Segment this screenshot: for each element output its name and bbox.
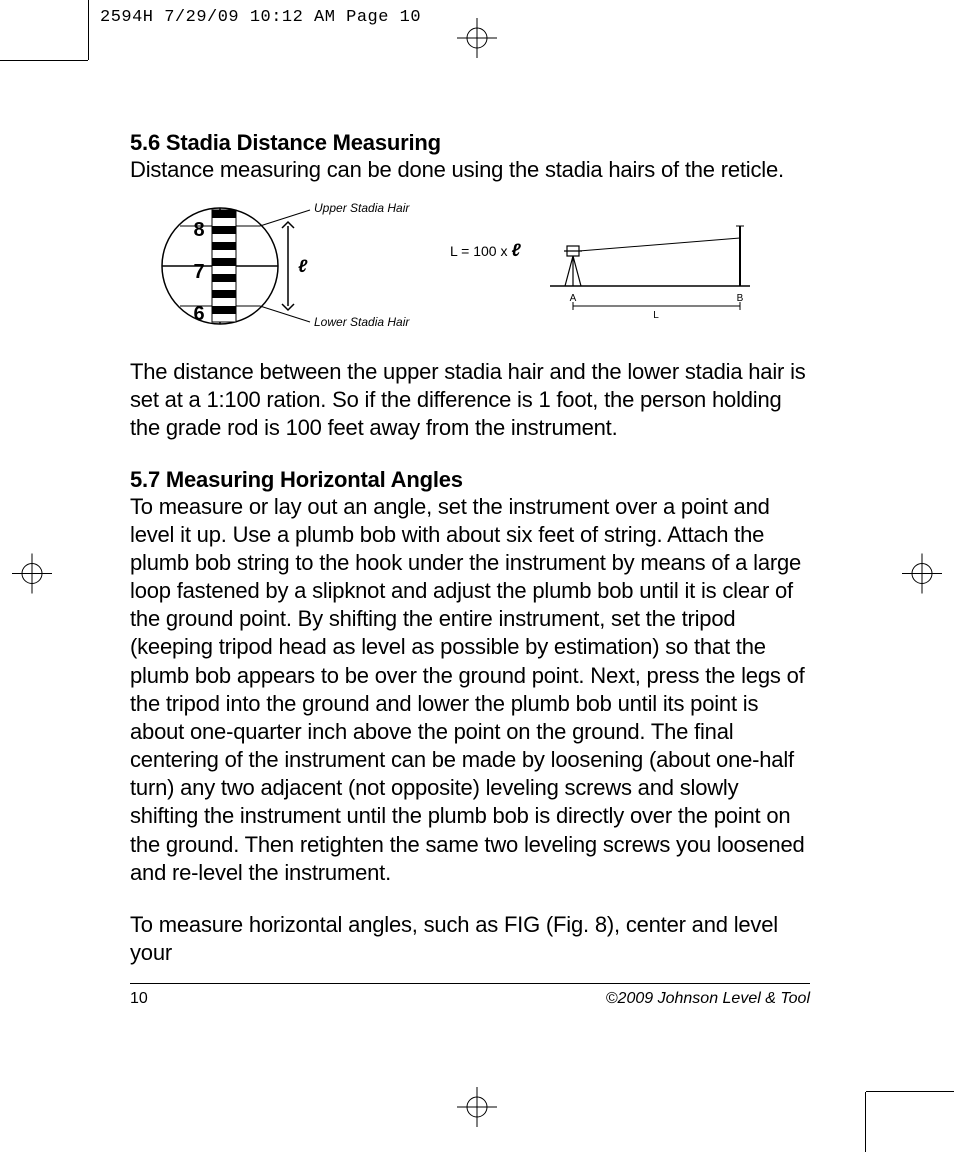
registration-mark-right-icon (902, 554, 942, 599)
reticle-figure-icon: 8 7 6 Upper Stadia Hair Lower Stadia Hai… (160, 196, 420, 336)
crop-mark-br-h (866, 1091, 954, 1092)
section-5-7-body: To measure or lay out an angle, set the … (130, 493, 810, 887)
page-content: 5.6 Stadia Distance Measuring Distance m… (130, 130, 810, 967)
svg-text:Lower Stadia Hair: Lower Stadia Hair (314, 315, 410, 329)
section-5-7-body-cont: To measure horizontal angles, such as FI… (130, 911, 810, 967)
section-5-6-heading: 5.6 Stadia Distance Measuring (130, 130, 810, 156)
section-5-7-heading: 5.7 Measuring Horizontal Angles (130, 467, 810, 493)
registration-mark-bottom-icon (457, 1087, 497, 1132)
figure-row: 8 7 6 Upper Stadia Hair Lower Stadia Hai… (160, 196, 810, 336)
svg-text:Upper Stadia Hair: Upper Stadia Hair (314, 201, 410, 215)
crop-mark-tl-h (0, 60, 88, 61)
print-slug: 2594H 7/29/09 10:12 AM Page 10 (100, 8, 421, 27)
crop-mark-tl-v (88, 0, 89, 60)
section-5-6-intro: Distance measuring can be done using the… (130, 156, 810, 184)
registration-mark-left-icon (12, 554, 52, 599)
page-number: 10 (130, 990, 148, 1008)
svg-text:L = 100 x ℓ: L = 100 x ℓ (450, 240, 521, 260)
section-5-6-body: The distance between the upper stadia ha… (130, 358, 810, 442)
copyright-text: ©2009 Johnson Level & Tool (606, 990, 810, 1008)
svg-text:8: 8 (193, 219, 204, 241)
page-footer: 10 ©2009 Johnson Level & Tool (130, 983, 810, 1008)
crop-mark-br-v (865, 1092, 866, 1152)
svg-text:7: 7 (193, 261, 204, 283)
svg-text:ℓ: ℓ (298, 256, 308, 276)
distance-figure-icon: L = 100 x ℓ A B (450, 206, 760, 326)
svg-text:6: 6 (193, 303, 204, 325)
svg-text:L: L (653, 310, 659, 321)
registration-mark-top-icon (457, 18, 497, 63)
document-page: 2594H 7/29/09 10:12 AM Page 10 5.6 Stadi… (0, 0, 954, 1152)
